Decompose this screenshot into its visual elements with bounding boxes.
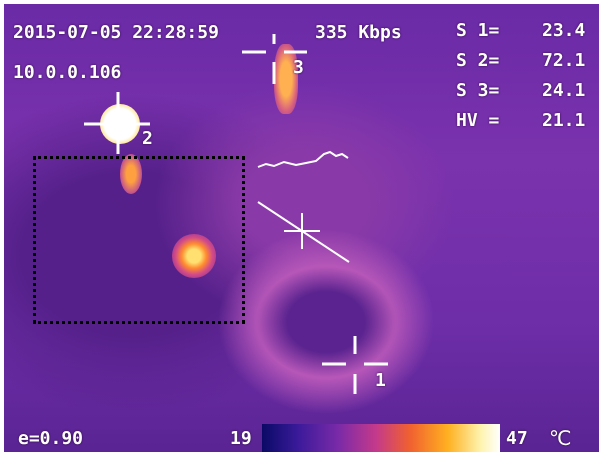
overlay-graphics [84, 34, 388, 394]
reading-hv-value: 21.1 [542, 110, 586, 131]
scale-unit-label: ℃ [549, 426, 572, 450]
crosshair-spot-1 [322, 336, 388, 394]
reading-s2-label: S 2= [456, 50, 500, 71]
crosshair-spot-3 [242, 34, 307, 84]
spot-marker-1-label: 1 [375, 370, 386, 391]
thermal-image-view[interactable]: 2015-07-05 22:28:59 335 Kbps 10.0.0.106 … [4, 4, 599, 452]
hotspot-pipe-top [274, 44, 298, 114]
reading-hv-label: HV = [456, 110, 500, 131]
hotspot-round-connector [172, 234, 216, 278]
reading-s2-value: 72.1 [542, 50, 586, 71]
bitrate-label: 335 Kbps [315, 22, 402, 43]
scale-min-label: 19 [230, 428, 252, 449]
spot-marker-3-label: 3 [293, 57, 304, 78]
spot-marker-2-label: 2 [142, 128, 153, 149]
scale-max-label: 47 [506, 428, 528, 449]
reading-s3-label: S 3= [456, 80, 500, 101]
hotspot-left-column [120, 154, 142, 194]
line-profile [257, 201, 350, 263]
reading-s3-value: 24.1 [542, 80, 586, 101]
reading-s1-value: 23.4 [542, 20, 586, 41]
reading-s1-label: S 1= [456, 20, 500, 41]
emissivity-label: e=0.90 [18, 428, 84, 449]
profile-graph [257, 150, 349, 168]
ip-address-label: 10.0.0.106 [13, 62, 122, 83]
temperature-color-scale [262, 424, 500, 452]
crosshair-spot-2 [84, 92, 150, 154]
roi-selection-box[interactable] [33, 156, 245, 324]
timestamp-label: 2015-07-05 22:28:59 [13, 22, 219, 43]
